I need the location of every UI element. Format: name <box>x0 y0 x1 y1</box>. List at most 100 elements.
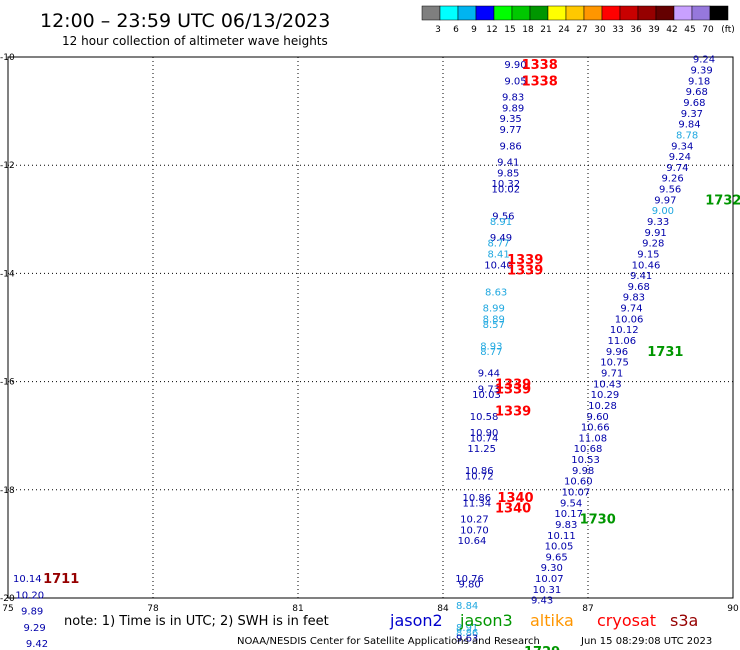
x-tick-label: 90 <box>727 604 739 614</box>
wave-height-value: 9.43 <box>531 596 553 607</box>
wave-height-value: 10.66 <box>581 423 610 434</box>
y-tick-label: -12 <box>0 161 15 171</box>
color-scale-tick: 21 <box>540 25 551 35</box>
x-tick-label: 81 <box>292 604 303 614</box>
color-scale-tick: 6 <box>453 25 459 35</box>
color-swatch <box>619 5 639 21</box>
wave-height-value: 9.83 <box>623 293 645 304</box>
x-tick-label: 78 <box>147 604 159 614</box>
wave-height-value: 9.34 <box>671 141 693 152</box>
wave-height-value: 8.89 <box>483 314 505 325</box>
mission-legend-item: cryosat <box>597 611 656 630</box>
wave-height-value: 10.27 <box>460 515 489 526</box>
wave-height-value: 8.84 <box>456 601 478 612</box>
wave-height-value: 10.68 <box>574 444 603 455</box>
color-swatch <box>565 5 585 21</box>
color-swatch <box>655 5 675 21</box>
pass-time-label: 1339 <box>495 383 531 398</box>
color-swatch <box>601 5 621 21</box>
pass-time-labels: 1338133813391339133913391339134013401732… <box>43 58 740 650</box>
wave-height-value: 10.11 <box>547 531 576 542</box>
color-swatch <box>511 5 531 21</box>
wave-height-value: 8.63 <box>485 287 507 298</box>
wave-height-value: 10.05 <box>545 542 574 553</box>
color-swatch <box>691 5 711 21</box>
wave-height-value: 9.54 <box>560 498 582 509</box>
wave-height-value: 11.25 <box>467 444 496 455</box>
wave-height-value: 9.77 <box>500 125 522 136</box>
wave-height-value: 9.80 <box>458 579 480 590</box>
wave-height-value: 9.35 <box>500 114 522 125</box>
color-scale-tick: 15 <box>504 25 515 35</box>
y-axis-ticks: -10 -12 -14 -16 -18 -20 <box>0 53 15 604</box>
wave-height-value: 9.83 <box>502 93 524 104</box>
wave-height-labels: 9.249.399.189.689.689.379.848.789.349.24… <box>13 55 715 650</box>
x-tick-label: 87 <box>582 604 593 614</box>
wave-height-value: 8.93 <box>480 341 502 352</box>
color-swatch <box>583 5 603 21</box>
color-scale-legend: 3 6 9 12 15 18 21 24 27 30 33 36 39 42 45 70 (ft) <box>421 5 735 35</box>
wave-height-value: 8.41 <box>487 249 509 260</box>
pass-time-label: 1340 <box>497 491 533 506</box>
mission-legend-item: jason3 <box>459 611 513 630</box>
wave-height-value: 9.71 <box>601 368 623 379</box>
wave-height-value: 8.91 <box>490 217 512 228</box>
wave-height-value: 10.76 <box>455 574 484 585</box>
color-scale-tick: 45 <box>684 25 695 35</box>
color-swatch <box>421 5 441 21</box>
color-scale-tick: 9 <box>471 25 477 35</box>
color-scale-tick: 3 <box>435 25 441 35</box>
wave-height-value: 10.86 <box>463 493 492 504</box>
wave-height-value: 9.89 <box>21 607 43 618</box>
color-swatch <box>475 5 495 21</box>
wave-height-value: 10.43 <box>593 379 622 390</box>
y-tick-label: -10 <box>0 53 15 63</box>
wave-height-value: 9.89 <box>502 103 524 114</box>
wave-height-value: 10.53 <box>571 455 600 466</box>
pass-time-label: 1711 <box>43 572 79 587</box>
wave-height-value: 10.86 <box>465 466 494 477</box>
wave-height-value: 9.86 <box>500 141 522 152</box>
wave-height-value: 9.68 <box>628 282 650 293</box>
wave-height-value: 10.64 <box>458 536 487 547</box>
color-scale-tick: 33 <box>612 25 623 35</box>
wave-height-value: 8.57 <box>483 320 505 331</box>
color-scale-tick: 24 <box>558 25 570 35</box>
color-swatch <box>529 5 549 21</box>
wave-height-value: 10.17 <box>554 509 583 520</box>
pass-time-label: 1730 <box>580 513 616 528</box>
wave-height-value: 9.68 <box>686 87 708 98</box>
color-scale-tick: 30 <box>594 25 606 35</box>
wave-height-value: 9.30 <box>541 563 563 574</box>
color-swatch <box>673 5 693 21</box>
wave-height-value: 9.91 <box>645 228 667 239</box>
color-scale-tick: 18 <box>522 25 534 35</box>
chart-title: 12:00 – 23:59 UTC 06/13/2023 <box>40 10 330 32</box>
wave-height-value: 8.77 <box>487 239 509 250</box>
color-swatch <box>637 5 657 21</box>
footer-note: note: 1) Time is in UTC; 2) SWH is in fe… <box>64 614 329 629</box>
pass-time-label: 1339 <box>507 253 543 268</box>
mission-legend-item: altika <box>530 611 574 630</box>
wave-height-value: 9.85 <box>497 168 519 179</box>
wave-height-value: 10.40 <box>484 260 513 271</box>
wave-height-value: 10.58 <box>470 412 499 423</box>
color-swatch <box>493 5 513 21</box>
wave-height-value: 9.24 <box>693 55 715 66</box>
wave-height-value: 9.74 <box>620 304 642 315</box>
color-swatch <box>457 5 477 21</box>
wave-height-value: 9.97 <box>654 195 676 206</box>
wave-height-value: 8.91 <box>456 623 478 634</box>
y-tick-label: -16 <box>0 378 15 388</box>
pass-time-label: 1338 <box>522 58 558 73</box>
color-scale-tick: 36 <box>630 25 642 35</box>
wave-height-value: 8.99 <box>483 304 505 315</box>
wave-height-value: 9.49 <box>490 233 512 244</box>
pass-time-label: 1339 <box>507 264 543 279</box>
color-swatch <box>547 5 567 21</box>
wave-height-value: 8.78 <box>676 130 698 141</box>
wave-height-value: 10.72 <box>465 471 494 482</box>
wave-height-value: 9.83 <box>555 520 577 531</box>
wave-height-value: 9.98 <box>572 466 594 477</box>
